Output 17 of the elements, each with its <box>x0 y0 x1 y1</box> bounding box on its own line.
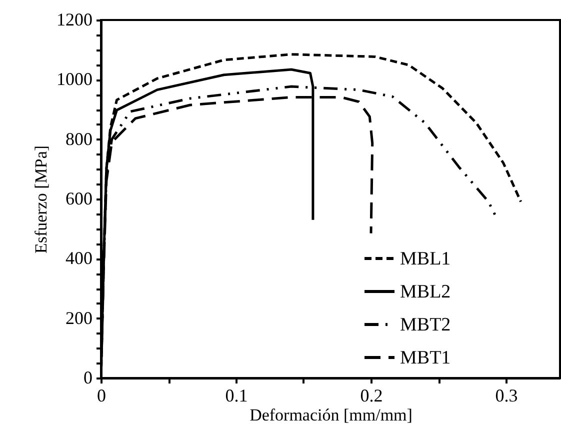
y-tick-label: 800 <box>66 128 92 149</box>
x-tick-label: 0.1 <box>225 386 248 406</box>
x-tick-label: 0.3 <box>495 386 518 406</box>
y-axis-title: Esfuerzo [MPa] <box>32 145 50 254</box>
legend-label: MBL2 <box>400 282 451 302</box>
x-tick-label: 0.2 <box>360 386 383 406</box>
legend-label: MBL1 <box>400 248 451 270</box>
y-tick-label: 1200 <box>56 10 92 30</box>
y-tick-label: 1000 <box>56 69 92 90</box>
legend-label: MBT2 <box>400 314 451 336</box>
legend-label: MBT1 <box>400 348 451 368</box>
y-tick-label: 200 <box>66 308 92 328</box>
y-tick-label: 400 <box>66 248 92 268</box>
x-axis-title: Deformación [mm/mm] <box>250 406 412 424</box>
y-tick-label: 0 <box>84 368 92 388</box>
y-tick-label: 600 <box>66 188 92 208</box>
x-tick-label: 0 <box>97 386 106 406</box>
